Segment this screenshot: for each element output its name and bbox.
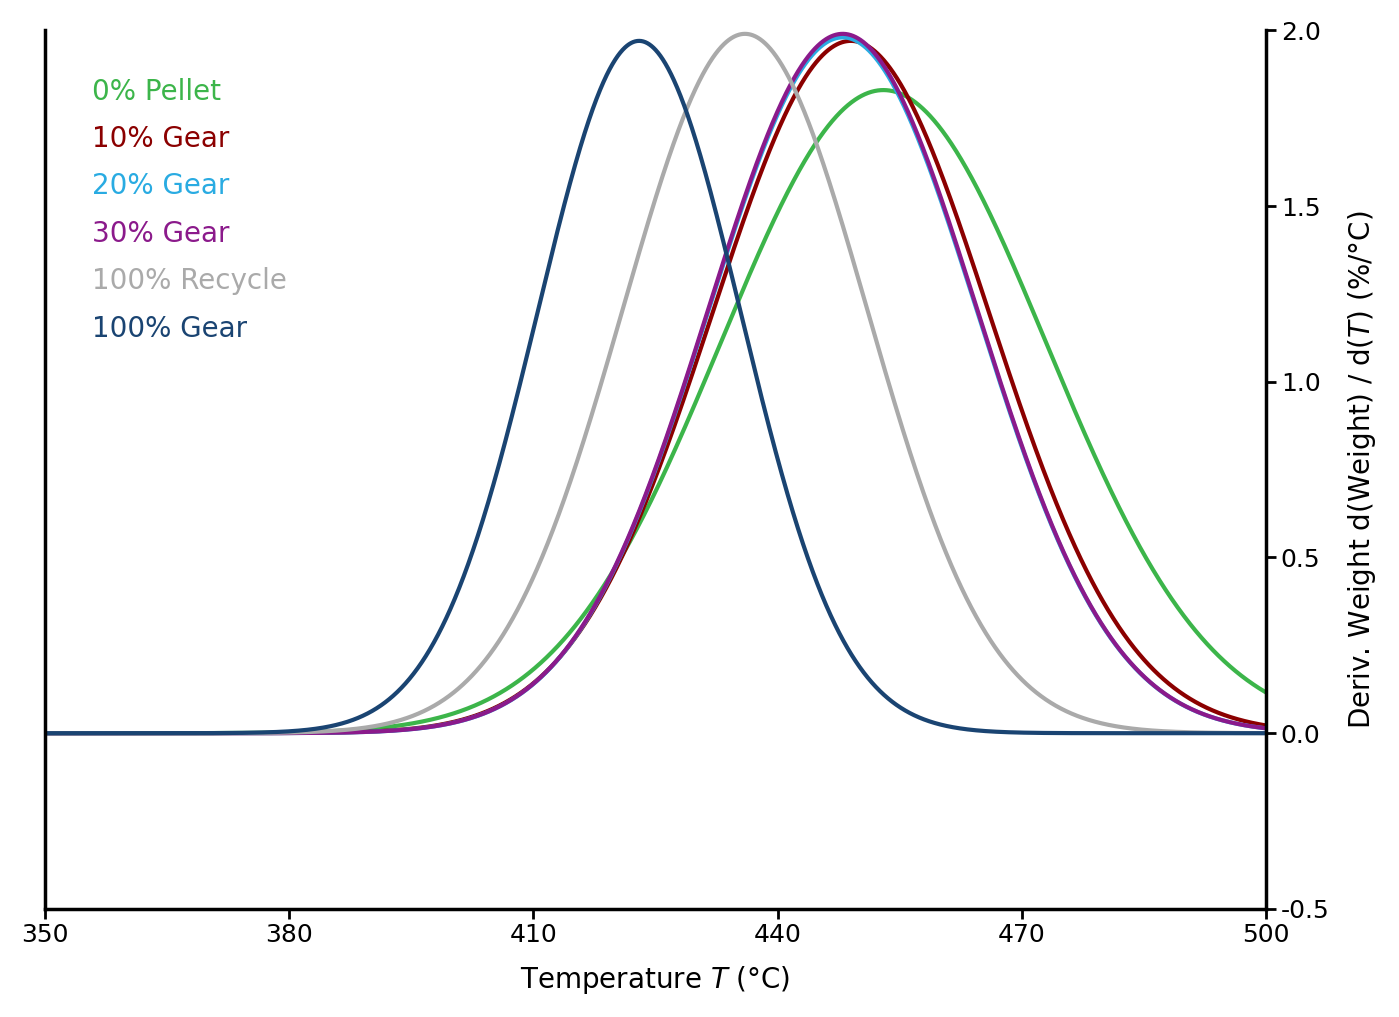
Y-axis label: Deriv. Weight d(Weight) / d($T$) (%/°C): Deriv. Weight d(Weight) / d($T$) (%/°C) xyxy=(1346,211,1378,729)
100% Recycle xyxy=(505,612,522,624)
Line: 100% Gear: 100% Gear xyxy=(45,41,1266,733)
0% Pellet xyxy=(558,631,575,643)
100% Gear xyxy=(248,726,264,738)
Line: 10% Gear: 10% Gear xyxy=(45,41,1266,733)
30% Gear xyxy=(248,727,264,739)
0% Pellet xyxy=(1102,485,1119,497)
20% Gear xyxy=(175,727,192,739)
100% Gear xyxy=(1234,727,1251,739)
100% Recycle xyxy=(1234,727,1251,739)
10% Gear xyxy=(558,644,575,656)
0% Pellet xyxy=(874,84,891,97)
Legend: 0% Pellet, 10% Gear, 20% Gear, 30% Gear, 100% Recycle, 100% Gear: 0% Pellet, 10% Gear, 20% Gear, 30% Gear,… xyxy=(59,44,320,376)
20% Gear xyxy=(1234,719,1251,731)
10% Gear xyxy=(1258,719,1274,731)
20% Gear xyxy=(834,32,851,44)
Line: 20% Gear: 20% Gear xyxy=(45,38,1266,733)
100% Recycle xyxy=(175,727,192,739)
100% Gear xyxy=(631,35,648,47)
100% Recycle xyxy=(248,727,264,739)
10% Gear xyxy=(505,692,522,704)
10% Gear xyxy=(175,727,192,739)
100% Recycle xyxy=(558,488,575,500)
10% Gear xyxy=(842,35,859,47)
10% Gear xyxy=(36,727,53,739)
20% Gear xyxy=(248,727,264,739)
30% Gear xyxy=(558,643,575,655)
Line: 100% Recycle: 100% Recycle xyxy=(45,34,1266,733)
30% Gear xyxy=(1258,722,1274,734)
0% Pellet xyxy=(248,727,264,739)
0% Pellet xyxy=(36,727,53,739)
20% Gear xyxy=(505,693,522,705)
30% Gear xyxy=(1102,632,1119,644)
30% Gear xyxy=(175,727,192,739)
30% Gear xyxy=(1234,719,1251,731)
0% Pellet xyxy=(1258,686,1274,699)
20% Gear xyxy=(1258,722,1274,734)
Line: 30% Gear: 30% Gear xyxy=(45,34,1266,733)
100% Recycle xyxy=(1258,727,1274,739)
Line: 0% Pellet: 0% Pellet xyxy=(45,91,1266,733)
0% Pellet xyxy=(505,678,522,691)
100% Gear xyxy=(36,727,53,739)
10% Gear xyxy=(248,727,264,739)
100% Gear xyxy=(1258,727,1274,739)
10% Gear xyxy=(1234,715,1251,727)
100% Gear xyxy=(175,727,192,739)
10% Gear xyxy=(1102,608,1119,620)
100% Gear xyxy=(558,192,575,204)
100% Gear xyxy=(1102,727,1119,739)
100% Gear xyxy=(505,406,522,418)
0% Pellet xyxy=(1234,670,1251,682)
30% Gear xyxy=(36,727,53,739)
100% Recycle xyxy=(36,727,53,739)
20% Gear xyxy=(1102,633,1119,645)
100% Recycle xyxy=(736,27,753,40)
0% Pellet xyxy=(175,727,192,739)
30% Gear xyxy=(834,27,851,40)
X-axis label: Temperature $T$ (°C): Temperature $T$ (°C) xyxy=(520,964,790,997)
100% Recycle xyxy=(1102,719,1119,731)
20% Gear xyxy=(36,727,53,739)
20% Gear xyxy=(558,644,575,656)
30% Gear xyxy=(505,693,522,705)
